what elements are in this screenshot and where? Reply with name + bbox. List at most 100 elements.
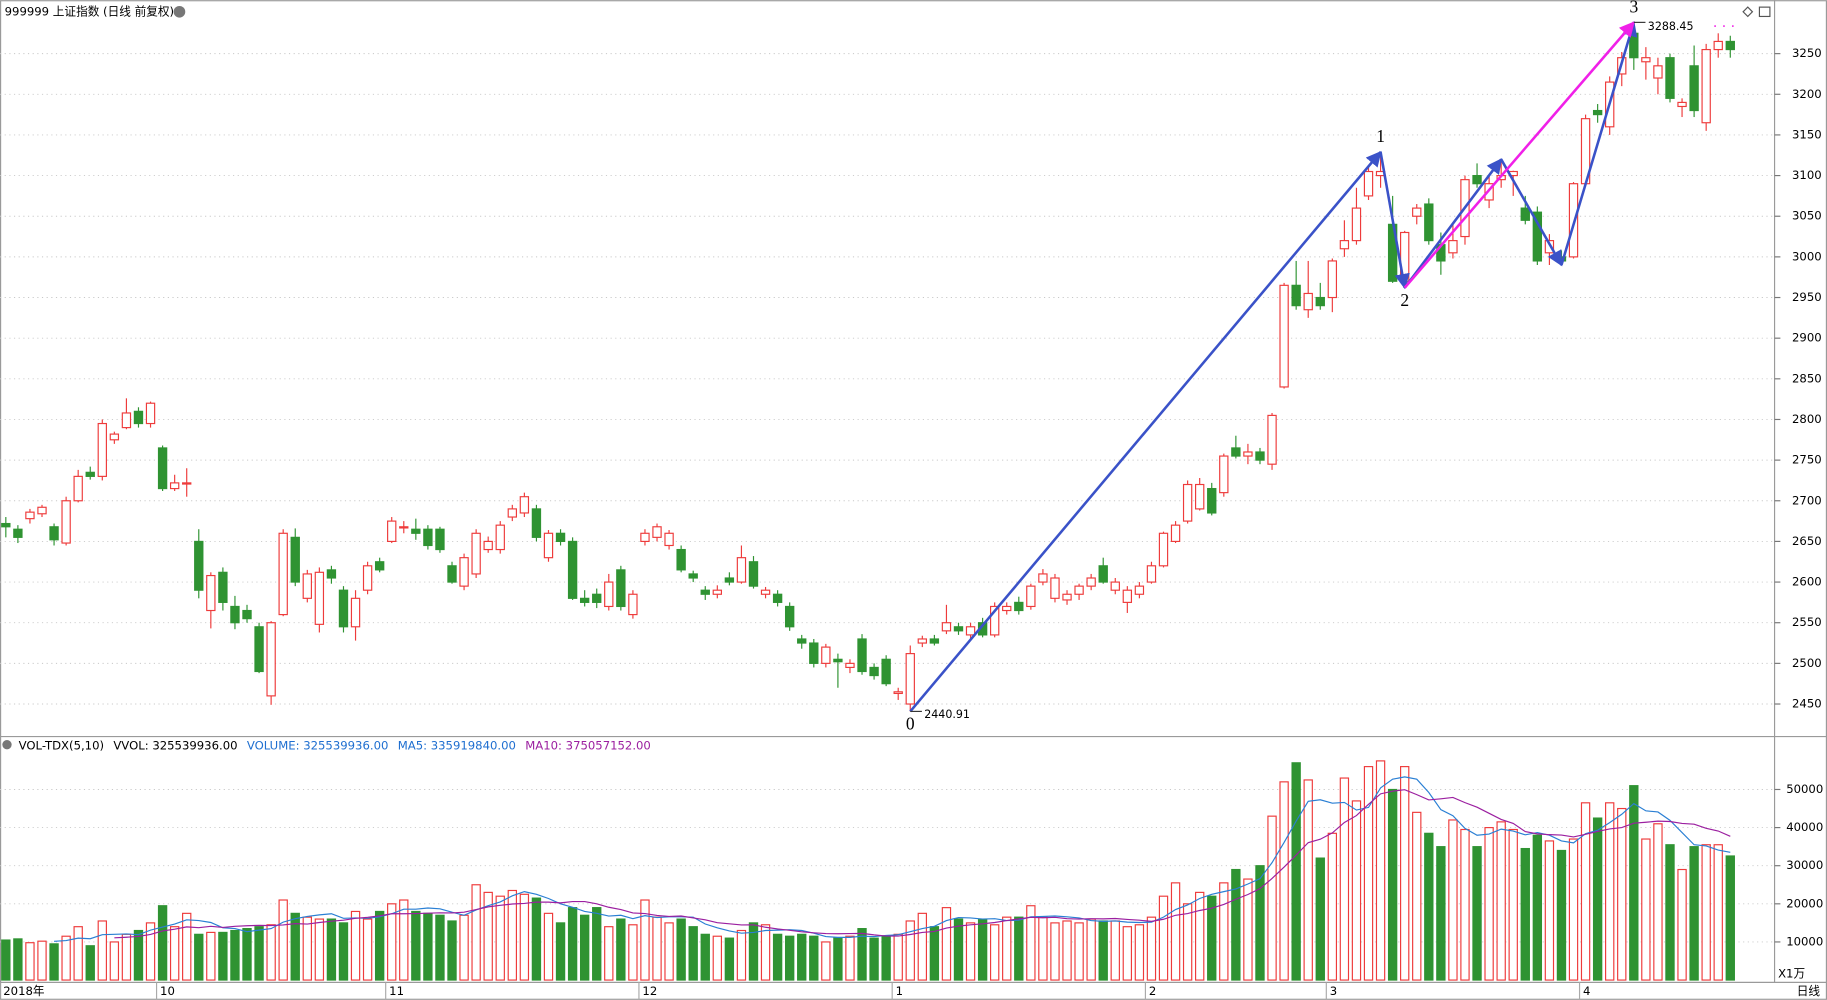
volume-bar [133, 929, 144, 981]
title-menu-icon[interactable] [173, 5, 186, 18]
volume-menu-icon[interactable] [2, 740, 12, 750]
volume-bar [1617, 807, 1627, 981]
x-tick-label: 3 [1330, 984, 1337, 998]
candle-body [1026, 585, 1036, 608]
candle-body [73, 475, 83, 502]
candle-body [1677, 101, 1687, 108]
volume-bar [772, 933, 783, 981]
y-tick-label: 2850 [1792, 371, 1822, 385]
candle-body [49, 526, 59, 541]
volume-bar [833, 937, 843, 981]
y-tick-label: 2500 [1792, 656, 1822, 670]
volume-bar [857, 928, 867, 981]
volume-bar [1134, 924, 1145, 981]
volume-bar [1436, 846, 1446, 981]
candle-body [121, 412, 132, 429]
volume-bar [1122, 926, 1133, 981]
toolbar-icon[interactable] [1758, 6, 1771, 18]
volume-bar [736, 929, 747, 981]
volume-bar [25, 942, 35, 981]
volume-bar [182, 912, 192, 981]
volume-bar [423, 912, 433, 981]
volume-bar [1195, 891, 1205, 981]
candle-body [1351, 207, 1362, 242]
volume-bar [495, 895, 505, 981]
candle-body [519, 496, 530, 514]
y-tick-label: 2650 [1792, 534, 1822, 548]
volume-bar [1339, 777, 1350, 981]
volume-bar [1255, 865, 1265, 981]
volume-bar [169, 926, 180, 981]
candle-body [652, 526, 662, 538]
price-label: 2440.91 [924, 708, 970, 721]
y-tick-label: 2550 [1792, 615, 1822, 629]
volume-header: VOL-TDX(5,10) [19, 738, 104, 752]
candle-body [13, 528, 23, 538]
volume-bar [459, 914, 469, 981]
volume-bar [1677, 868, 1687, 981]
volume-bar [917, 912, 928, 981]
volume-bar [1568, 838, 1579, 981]
candle-body [133, 410, 144, 425]
volume-bar [1605, 802, 1615, 981]
toolbar-icon[interactable] [1742, 6, 1754, 18]
volume-bar [1689, 846, 1699, 981]
volume-tick-label: 10000 [1786, 934, 1823, 948]
candle-body [1412, 207, 1422, 217]
candle-body [676, 548, 686, 571]
candle-body [1267, 414, 1277, 465]
candle-body [1701, 48, 1711, 124]
volume-bar [1375, 760, 1386, 981]
volume-bar [145, 922, 156, 981]
volume-bar [1327, 832, 1338, 981]
candle-body [905, 653, 915, 705]
volume-bar [797, 933, 807, 981]
candle-body [531, 508, 542, 538]
volume-bar [435, 914, 445, 981]
candle-body [85, 471, 95, 477]
volume-header: VOLUME: 325539936.00 [247, 738, 389, 752]
candle-body [399, 526, 409, 529]
volume-bar [676, 918, 686, 981]
volume-bar [13, 938, 23, 981]
candle-body [869, 666, 879, 677]
candle-body [1122, 589, 1133, 603]
candle-body [567, 540, 578, 599]
period-label: 日线 [1797, 984, 1821, 998]
candle-body [1665, 57, 1675, 99]
candle-body [1339, 240, 1350, 250]
candle-body [1629, 32, 1639, 59]
volume-unit: X1万 [1778, 967, 1805, 981]
volume-bar [278, 899, 288, 981]
volume-bar [73, 926, 83, 981]
volume-bar [1062, 920, 1072, 981]
volume-bar [109, 941, 120, 981]
candle-body [1424, 203, 1434, 242]
candle-body [1062, 593, 1072, 601]
candle-body [495, 524, 505, 551]
volume-bar [821, 941, 831, 981]
candle-body [1182, 483, 1193, 522]
volume-tick-label: 30000 [1786, 858, 1823, 872]
candle-body [157, 447, 168, 490]
volume-bar [37, 940, 47, 981]
volume-bar [1412, 811, 1422, 981]
volume-bar [1665, 844, 1675, 981]
volume-bar [1098, 920, 1108, 981]
y-tick-label: 2900 [1792, 331, 1822, 345]
candle-body [809, 642, 819, 664]
candle-body [1, 522, 11, 528]
candle-body [881, 658, 891, 685]
volume-header: MA5: 335919840.00 [398, 738, 516, 752]
volume-bar [1267, 815, 1277, 981]
volume-bar [652, 916, 662, 981]
volume-bar [519, 893, 530, 981]
wave-label: 3 [1629, 0, 1638, 16]
volume-bar [893, 933, 903, 981]
y-tick-label: 2450 [1792, 697, 1822, 711]
y-tick-label: 3100 [1792, 168, 1822, 182]
wave-label: 0 [906, 713, 915, 733]
wave-label: 1 [1376, 126, 1385, 146]
candle-body [1207, 487, 1217, 514]
